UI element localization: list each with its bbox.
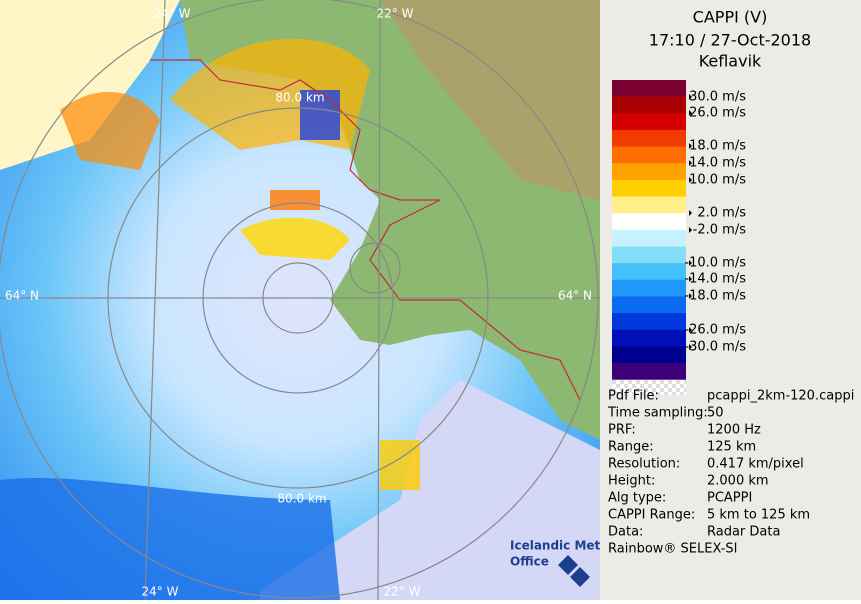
footer: Rainbow® SELEX-SI	[608, 542, 738, 557]
lat-label: 64° N	[558, 289, 592, 303]
title: CAPPI (V)	[693, 8, 768, 27]
legend-label: 14.0 m/s	[689, 156, 746, 171]
legend-swatch	[612, 246, 686, 264]
legend-label: -10.0 m/s	[684, 256, 746, 271]
info-key: Height:	[608, 474, 655, 489]
legend-tick	[689, 327, 692, 333]
lon-label: 22° W	[377, 7, 414, 21]
legend-tick	[689, 344, 692, 350]
info-key: Alg type:	[608, 491, 666, 506]
legend-tick	[689, 177, 692, 183]
legend-swatch	[612, 229, 686, 247]
legend-label: -26.0 m/s	[684, 323, 746, 338]
station: Keflavik	[699, 52, 762, 71]
legend-swatch	[612, 163, 686, 181]
legend-swatch	[612, 313, 686, 331]
legend-tick	[689, 210, 692, 216]
info-key: Data:	[608, 525, 643, 540]
info-value: 5 km to 125 km	[707, 508, 810, 523]
legend-tick	[689, 293, 692, 299]
lon-label: 22° W	[384, 585, 421, 599]
info-key: Range:	[608, 440, 654, 455]
legend-label: -30.0 m/s	[684, 340, 746, 355]
legend-swatch	[612, 196, 686, 214]
legend-swatch	[612, 179, 686, 198]
legend-swatch	[612, 346, 686, 364]
info-key: PRF:	[608, 423, 636, 438]
legend-tick	[689, 260, 692, 266]
legend-swatch	[612, 213, 686, 231]
legend-tick	[689, 143, 692, 149]
info-value: PCAPPI	[707, 491, 752, 506]
ring-label: 80.0 km	[277, 492, 326, 506]
legend-label: -2.0 m/s	[693, 223, 747, 238]
info-key: Resolution:	[608, 457, 680, 472]
legend-swatch	[612, 96, 686, 114]
legend-label: 30.0 m/s	[689, 90, 746, 105]
legend-swatch	[612, 113, 686, 131]
legend-swatch	[612, 296, 686, 314]
logo-icon	[558, 555, 590, 587]
info-value: Radar Data	[707, 525, 780, 540]
legend-swatch	[612, 263, 686, 281]
legend-tick	[689, 227, 692, 233]
lon-label: 24° W	[142, 585, 179, 599]
info-value: 2.000 km	[707, 474, 769, 489]
legend-label: -18.0 m/s	[684, 289, 746, 304]
legend-tick	[689, 94, 692, 100]
time: 17:10 / 27-Oct-2018	[649, 31, 811, 50]
legend-tick	[689, 110, 692, 116]
legend-swatch	[612, 279, 686, 297]
info-key: CAPPI Range:	[608, 508, 695, 523]
info-value: pcappi_2km-120.cappi	[707, 389, 854, 404]
info-key: Time sampling:	[607, 406, 708, 421]
legend-label: 18.0 m/s	[689, 139, 746, 154]
legend-tick	[689, 160, 692, 166]
legend-swatch	[612, 80, 686, 98]
legend-swatch	[612, 329, 686, 347]
logo-text: Office	[510, 555, 549, 569]
legend-swatch	[612, 379, 686, 395]
info-value: 0.417 km/pixel	[707, 457, 804, 472]
legend-swatch	[612, 363, 686, 381]
info-value: 1200 Hz	[707, 423, 761, 438]
info-key: Pdf File:	[608, 389, 659, 404]
lon-label: 24° W	[154, 7, 191, 21]
logo-text: Icelandic Met	[510, 539, 601, 553]
lat-label: 64° N	[5, 289, 39, 303]
legend-label: 2.0 m/s	[697, 206, 746, 221]
legend-label: -14.0 m/s	[684, 272, 746, 287]
ring-label: 80.0 km	[275, 91, 324, 105]
legend-tick	[689, 276, 692, 282]
info-value: 125 km	[707, 440, 756, 455]
legend-label: 10.0 m/s	[689, 173, 746, 188]
map: 24° W 22° W 24° W 22° W 64° N 64° N 80.0…	[0, 0, 601, 601]
legend-label: 26.0 m/s	[689, 106, 746, 121]
legend-swatch	[612, 129, 686, 148]
legend-swatch	[612, 146, 686, 164]
info-value: 50	[707, 406, 724, 421]
